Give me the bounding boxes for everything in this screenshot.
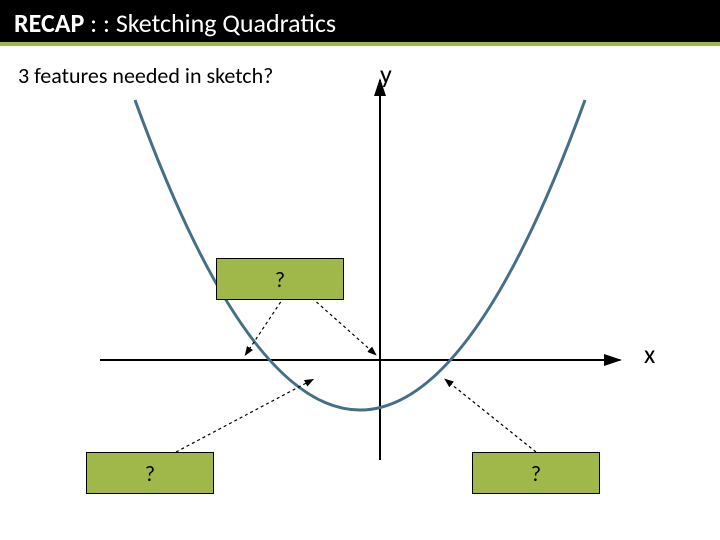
title-bold: RECAP	[14, 7, 84, 39]
dashed-arrow-root	[446, 380, 536, 452]
title-accent-underline	[0, 42, 720, 46]
feature-box-1-label: ?	[275, 266, 285, 293]
feature-box-2[interactable]: ?	[86, 452, 214, 494]
slide-title: RECAP : : Sketching Quadratics	[14, 7, 336, 39]
feature-box-3-label: ?	[531, 460, 541, 487]
title-rest: : : Sketching Quadratics	[84, 7, 336, 39]
quadratic-graph	[60, 60, 640, 480]
feature-box-3[interactable]: ?	[472, 452, 600, 494]
parabola-curve	[135, 100, 585, 410]
title-bar: RECAP : : Sketching Quadratics	[0, 0, 720, 46]
feature-box-1[interactable]: ?	[216, 258, 344, 300]
dashed-arrow-vertex	[176, 380, 312, 452]
x-axis-label: x	[644, 338, 655, 370]
feature-box-2-label: ?	[145, 460, 155, 487]
